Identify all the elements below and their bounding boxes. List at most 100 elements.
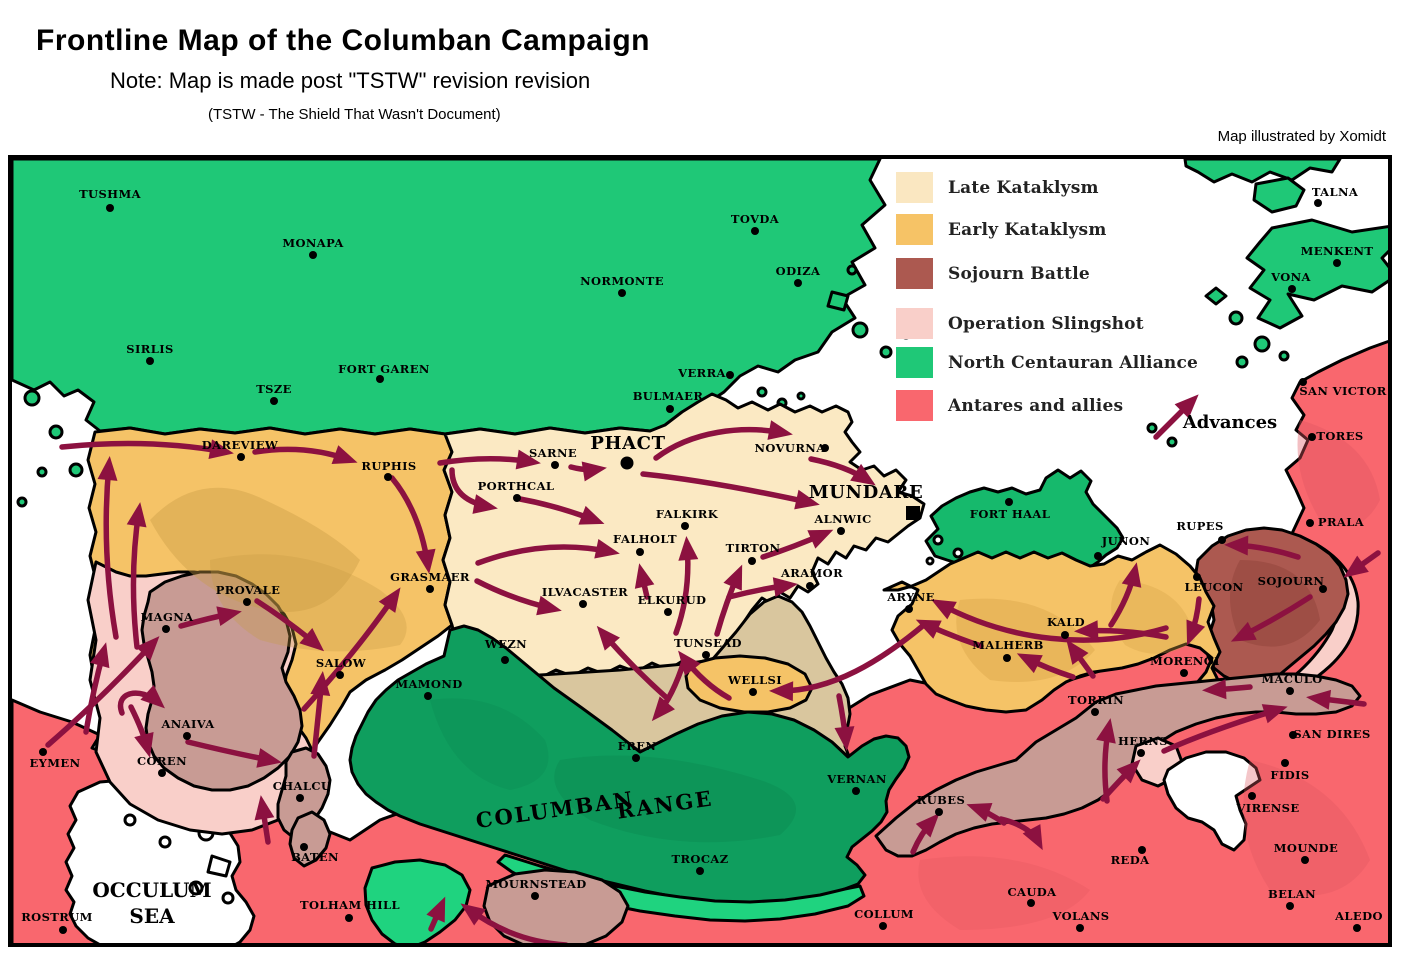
city-label: FORT GAREN bbox=[338, 362, 430, 376]
city-marker bbox=[1288, 285, 1296, 293]
islet bbox=[1204, 286, 1228, 306]
islet bbox=[1235, 355, 1249, 369]
city-label: TOLHAM HILL bbox=[300, 898, 400, 912]
city-label: MOURNSTEAD bbox=[485, 877, 586, 891]
city-label: VONA bbox=[1270, 270, 1311, 284]
map-note: Note: Map is made post "TSTW" revision r… bbox=[110, 68, 591, 93]
city-label: CAUDA bbox=[1008, 885, 1058, 899]
city-label: TSZE bbox=[256, 382, 292, 396]
city-marker bbox=[579, 600, 587, 608]
city-label: MAGNA bbox=[141, 610, 195, 624]
city-label: MUNDARE bbox=[809, 482, 924, 503]
city-label: ARYNE bbox=[886, 590, 935, 604]
legend-swatch bbox=[896, 390, 933, 421]
sea-islet bbox=[188, 880, 204, 896]
city-marker bbox=[1333, 259, 1341, 267]
city-marker bbox=[620, 456, 634, 470]
city-label: TORES bbox=[1316, 429, 1363, 443]
city-label: PRALA bbox=[1318, 515, 1365, 529]
islet bbox=[1253, 335, 1271, 353]
city-marker bbox=[935, 808, 943, 816]
legend-item: North Centauran Alliance bbox=[896, 347, 1198, 378]
islet-white bbox=[932, 534, 944, 546]
islet bbox=[1228, 310, 1244, 326]
city-marker bbox=[1319, 585, 1327, 593]
city-marker bbox=[59, 926, 67, 934]
city-marker bbox=[1003, 654, 1011, 662]
islet bbox=[1166, 436, 1178, 448]
city-label: MORENOI bbox=[1150, 654, 1220, 668]
city-marker bbox=[1286, 902, 1294, 910]
region-baten-mauve bbox=[288, 810, 332, 868]
city-marker bbox=[1138, 846, 1146, 854]
city-label: VERNAN bbox=[826, 772, 887, 786]
map-text-label: Advances bbox=[1182, 412, 1277, 433]
city-label: MAMOND bbox=[395, 677, 462, 691]
city-marker bbox=[551, 461, 559, 469]
sea-islet bbox=[158, 835, 172, 849]
city-marker bbox=[806, 582, 814, 590]
city-label: VIRENSE bbox=[1235, 801, 1299, 815]
city-label: HERNS bbox=[1118, 734, 1168, 748]
islet bbox=[68, 462, 84, 478]
sea-islet bbox=[206, 854, 232, 878]
city-marker bbox=[336, 671, 344, 679]
legend-swatch bbox=[896, 214, 933, 245]
city-marker bbox=[664, 608, 672, 616]
city-marker bbox=[1193, 573, 1201, 581]
city-marker bbox=[1094, 552, 1102, 560]
city-label: RUPHIS bbox=[361, 459, 416, 473]
city-marker bbox=[1076, 924, 1084, 932]
legend-item: Operation Slingshot bbox=[896, 308, 1144, 339]
islet bbox=[48, 424, 64, 440]
islet bbox=[826, 290, 850, 312]
city-marker bbox=[821, 444, 829, 452]
city-label: EYMEN bbox=[30, 756, 81, 770]
advance-arrows bbox=[45, 394, 1381, 943]
city-label: REDA bbox=[1111, 853, 1150, 867]
city-label: ODIZA bbox=[776, 264, 821, 278]
city-marker bbox=[794, 279, 802, 287]
city-label: DAREVIEW bbox=[202, 438, 279, 452]
city-label: SAN VICTOR bbox=[1299, 384, 1386, 398]
city-label: ARAMOR bbox=[780, 566, 843, 580]
city-label: FALKIRK bbox=[656, 507, 719, 521]
city-label: ALNWIC bbox=[813, 512, 871, 526]
legend-item: Sojourn Battle bbox=[896, 258, 1090, 289]
city-marker bbox=[531, 892, 539, 900]
map-subnote: (TSTW - The Shield That Wasn't Document) bbox=[208, 106, 501, 123]
city-label: VERRA bbox=[677, 366, 726, 380]
city-marker bbox=[106, 204, 114, 212]
city-marker bbox=[1027, 899, 1035, 907]
city-marker bbox=[1248, 792, 1256, 800]
city-marker bbox=[384, 473, 392, 481]
city-label: KALD bbox=[1047, 615, 1085, 629]
city-marker bbox=[1286, 687, 1294, 695]
city-marker bbox=[681, 522, 689, 530]
city-label: GRASMAER bbox=[390, 570, 470, 584]
legend-item: Antares and allies bbox=[896, 390, 1123, 421]
city-label: FORT HAAL bbox=[970, 507, 1051, 521]
city-label: JUNON bbox=[1101, 534, 1151, 548]
advances-legend-arrow bbox=[1153, 394, 1199, 440]
city-label: COLLUM bbox=[854, 907, 914, 921]
city-marker bbox=[1308, 433, 1316, 441]
city-marker bbox=[243, 598, 251, 606]
city-label: MALHERB bbox=[972, 638, 1043, 652]
city-marker bbox=[852, 787, 860, 795]
reda-lake bbox=[1162, 750, 1262, 852]
islet bbox=[23, 389, 41, 407]
city-marker bbox=[751, 227, 759, 235]
city-marker bbox=[632, 754, 640, 762]
city-marker bbox=[1218, 536, 1226, 544]
city-label: NOVURNA bbox=[754, 441, 826, 455]
city-marker bbox=[1005, 498, 1013, 506]
city-marker bbox=[726, 371, 734, 379]
legend-swatch bbox=[896, 258, 933, 289]
city-marker bbox=[162, 625, 170, 633]
city-label: ELKURUD bbox=[638, 593, 707, 607]
city-marker bbox=[906, 506, 920, 520]
city-marker bbox=[1061, 631, 1069, 639]
city-label: TALNA bbox=[1312, 185, 1359, 199]
